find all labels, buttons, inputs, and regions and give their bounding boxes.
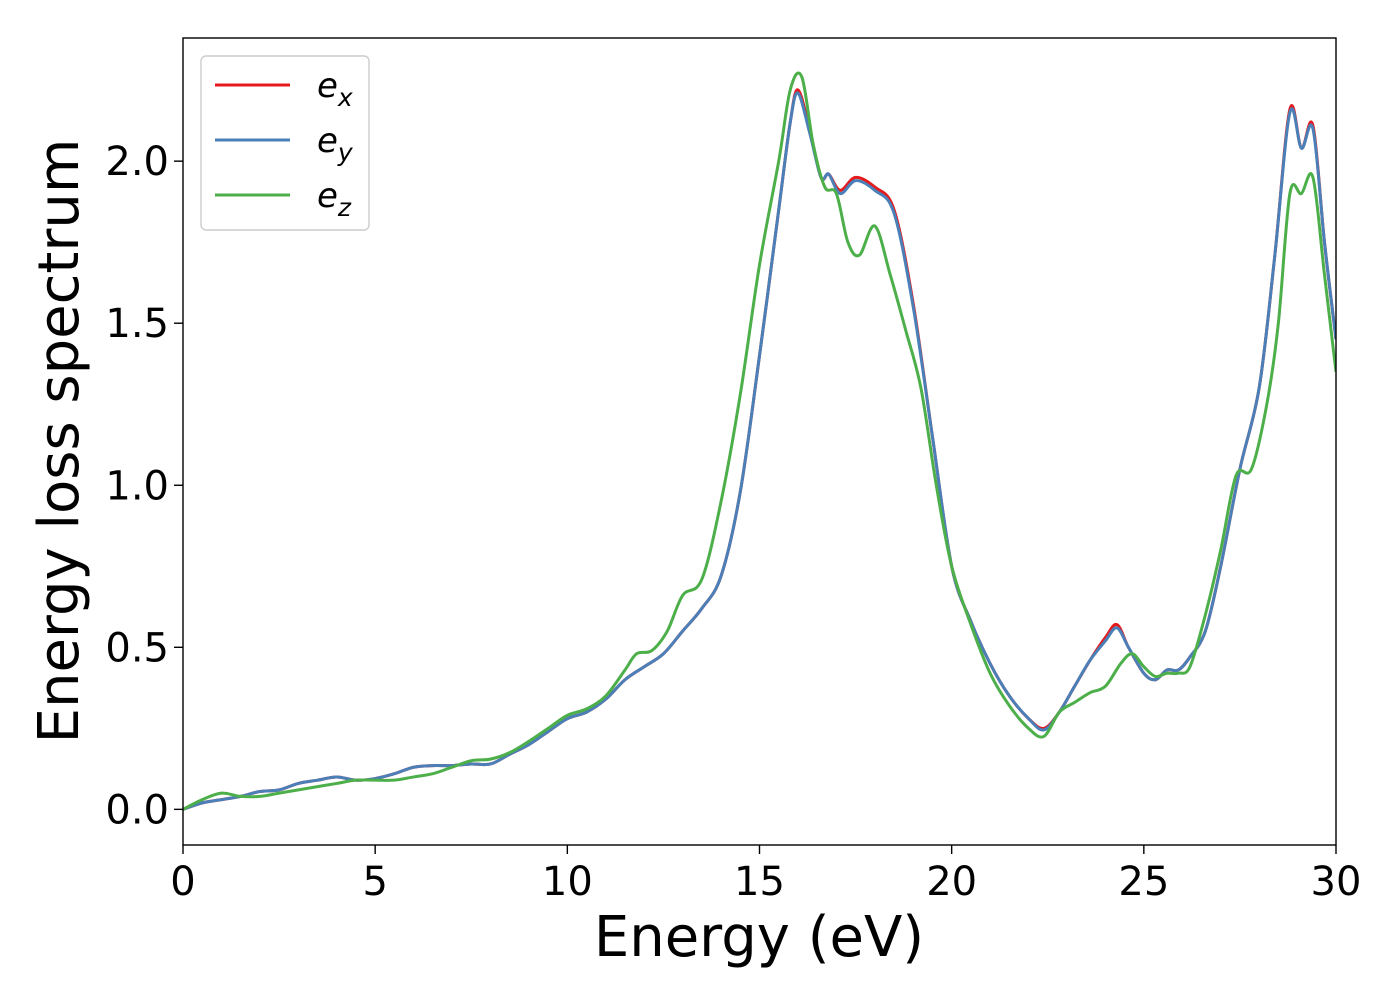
series-layer	[183, 71, 1336, 811]
legend-box	[200, 55, 370, 231]
plot-background	[183, 38, 1336, 845]
x-tick-label: 30	[1311, 859, 1362, 905]
series-line-z	[183, 71, 1336, 811]
x-tick-label: 20	[926, 859, 977, 905]
x-tick-label: 15	[734, 859, 785, 905]
legend-label: ez	[317, 176, 352, 222]
y-tick-label: 0.0	[105, 787, 169, 833]
x-tick-label: 5	[362, 859, 387, 905]
x-axis-label: Energy (eV)	[594, 905, 924, 970]
legend-label: ex	[317, 66, 353, 112]
x-tick-label: 25	[1118, 859, 1169, 905]
legend-entry-z: ez	[215, 176, 352, 222]
legend: ex ey ez	[200, 55, 370, 231]
series-line-y	[183, 91, 1336, 811]
y-tick-label: 2.0	[105, 139, 169, 185]
legend-entry-y: ey	[215, 121, 354, 167]
legend-label: ey	[317, 121, 354, 167]
y-tick-label: 1.5	[105, 301, 169, 347]
y-axis-ticks: 0.0 0.5 1.0 1.5 2.0	[105, 139, 183, 833]
y-tick-label: 0.5	[105, 625, 169, 671]
y-axis-label: Energy loss spectrum	[27, 139, 92, 744]
legend-entry-x: ex	[215, 66, 353, 112]
x-tick-label: 0	[170, 859, 195, 905]
y-tick-label: 1.0	[105, 463, 169, 509]
x-tick-label: 10	[542, 859, 593, 905]
x-axis-ticks: 0 5 10 15 20 25 30	[170, 845, 1361, 905]
